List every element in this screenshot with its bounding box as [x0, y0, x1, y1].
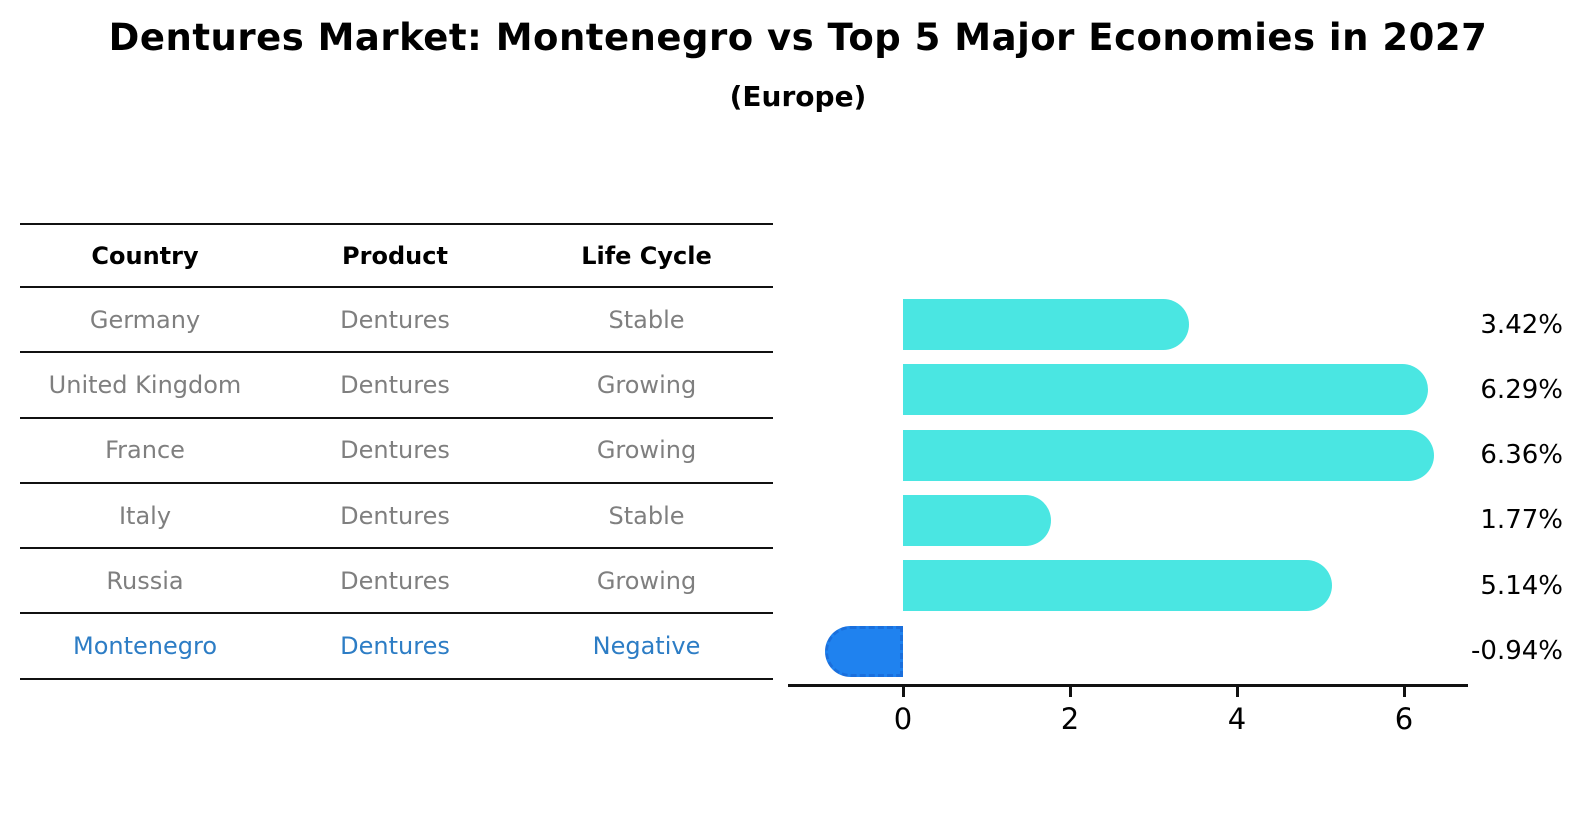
country-cell: United Kingdom — [48, 370, 242, 399]
x-axis-tick — [1402, 687, 1406, 697]
x-axis-tick-label: 4 — [1227, 702, 1247, 736]
country-cell: Montenegro — [72, 632, 217, 661]
table-row-germany: Germany Dentures Stable — [20, 288, 773, 354]
table-row-russia: Russia Dentures Growing — [20, 549, 773, 615]
bar-value-label: 6.29% — [1480, 374, 1563, 405]
life-cycle-cell: Growing — [596, 436, 697, 465]
country-cell: Italy — [118, 501, 172, 530]
x-axis-tick — [1068, 687, 1072, 697]
column-header-country: Country — [91, 241, 199, 270]
column-header-product: Product — [342, 241, 448, 270]
product-cell: Dentures — [340, 566, 450, 595]
product-cell: Dentures — [340, 632, 450, 661]
table-header-row: Country Product Life Cycle — [20, 223, 773, 288]
bar-value-label: 1.77% — [1480, 505, 1563, 536]
product-cell: Dentures — [340, 436, 450, 465]
x-axis-tick — [901, 687, 905, 697]
product-cell: Dentures — [340, 501, 450, 530]
page-title: Dentures Market: Montenegro vs Top 5 Maj… — [108, 16, 1488, 59]
table-row-france: France Dentures Growing — [20, 419, 773, 484]
bar-montenegro — [824, 625, 903, 677]
country-cell: Russia — [106, 566, 184, 595]
x-axis-tick-label: 2 — [1060, 702, 1080, 736]
column-header-life-cycle: Life Cycle — [581, 241, 712, 270]
x-axis-tick — [1235, 687, 1239, 697]
page-subtitle: (Europe) — [729, 80, 867, 113]
bar-value-label: 3.42% — [1480, 309, 1563, 340]
data-table: Country Product Life Cycle Germany Dentu… — [20, 223, 773, 680]
x-axis-tick-label: 0 — [893, 702, 913, 736]
bar-germany — [903, 299, 1189, 350]
life-cycle-cell: Growing — [596, 370, 697, 399]
life-cycle-cell: Stable — [608, 305, 685, 334]
x-axis-line — [788, 684, 1468, 687]
bar-value-label: 5.14% — [1480, 570, 1563, 601]
life-cycle-cell: Stable — [608, 501, 685, 530]
country-cell: France — [105, 436, 185, 465]
bar-value-label: -0.94% — [1471, 636, 1563, 666]
x-axis-tick-label: 6 — [1394, 702, 1414, 736]
table-row-italy: Italy Dentures Stable — [20, 484, 773, 550]
product-cell: Dentures — [340, 305, 450, 334]
country-cell: Germany — [89, 305, 201, 334]
bar-italy — [903, 494, 1051, 546]
bar-chart: 3.42% 6.29% 6.36% 1.77% 5.14% -0.94% 0 2 4 6 — [788, 288, 1596, 748]
table-row-united-kingdom: United Kingdom Dentures Growing — [20, 353, 773, 419]
life-cycle-cell: Growing — [596, 566, 697, 595]
bar-france — [903, 429, 1435, 481]
product-cell: Dentures — [340, 370, 450, 399]
bar-russia — [903, 560, 1333, 612]
bar-value-label: 6.36% — [1480, 440, 1563, 471]
bar-united-kingdom — [903, 364, 1429, 416]
life-cycle-cell: Negative — [592, 632, 701, 661]
table-row-montenegro: Montenegro Dentures Negative — [20, 614, 773, 680]
